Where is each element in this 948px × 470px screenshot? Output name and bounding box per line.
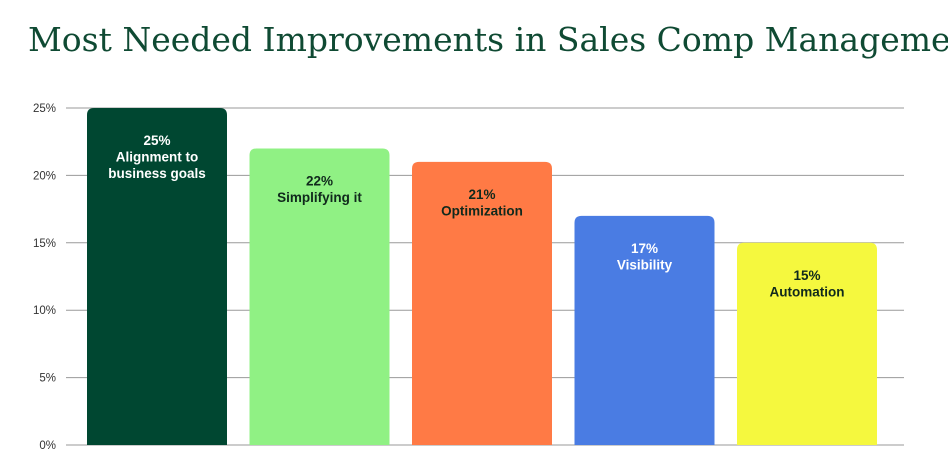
bar-category-label: Visibility [617, 257, 673, 272]
bar-category-label: business goals [108, 166, 206, 181]
y-tick-label: 20% [33, 170, 56, 182]
bar-value-label: 25% [143, 133, 170, 148]
chart-title: Most Needed Improvements in Sales Comp M… [28, 20, 948, 59]
y-tick-label: 25% [33, 103, 56, 115]
y-tick-label: 5% [39, 373, 56, 385]
bar [249, 148, 390, 445]
bar-value-label: 21% [468, 187, 495, 202]
y-tick-label: 0% [39, 440, 56, 452]
bar-category-label: Optimization [441, 203, 523, 218]
y-tick-label: 10% [33, 305, 56, 317]
bar-value-label: 15% [793, 268, 820, 283]
bar-value-label: 17% [631, 241, 658, 256]
bar-category-label: Alignment to [116, 150, 199, 165]
bar [574, 215, 715, 445]
bar-value-label: 22% [306, 173, 333, 188]
bar [737, 242, 877, 445]
bar [87, 108, 227, 445]
bar-category-label: Simplifying it [277, 190, 362, 205]
y-tick-label: 15% [33, 238, 56, 250]
bar [412, 161, 552, 446]
bar-category-label: Automation [770, 284, 845, 299]
